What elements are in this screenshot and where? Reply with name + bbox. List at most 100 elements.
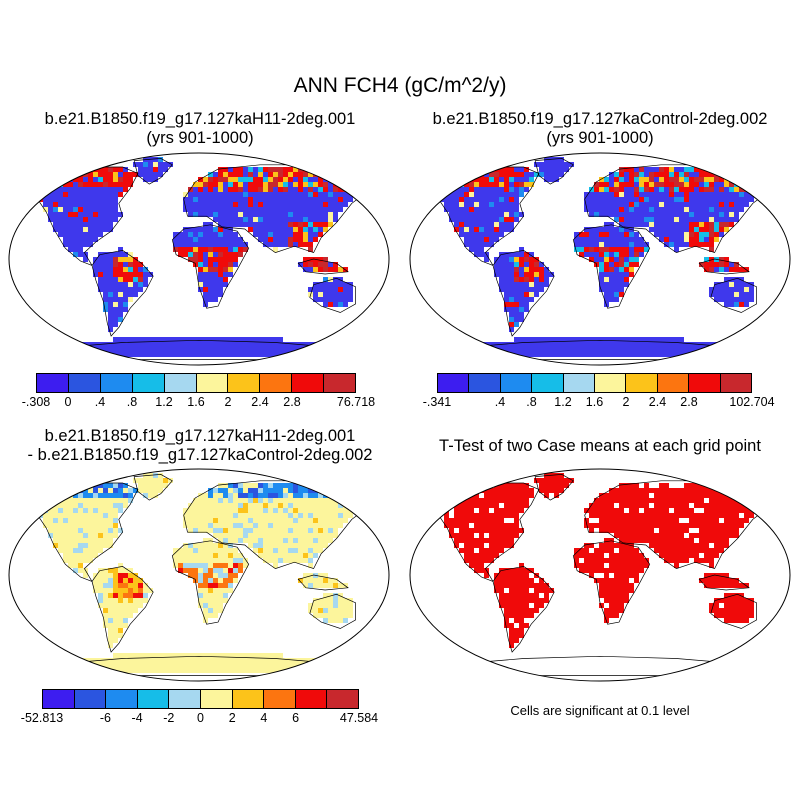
grid-cell — [113, 498, 118, 503]
grid-cell — [253, 192, 258, 197]
grid-cell — [614, 608, 619, 613]
grid-cell — [198, 548, 203, 553]
grid-cell — [213, 573, 218, 578]
grid-cell — [464, 222, 469, 227]
grid-cell — [258, 172, 263, 177]
grid-cell — [338, 342, 343, 347]
grid-cell — [524, 342, 529, 347]
grid-cell — [464, 217, 469, 222]
grid-cell — [619, 227, 624, 232]
grid-cell — [679, 548, 684, 553]
grid-cell — [93, 488, 98, 493]
grid-cell — [253, 172, 258, 177]
grid-cell — [83, 533, 88, 538]
grid-cell — [479, 553, 484, 558]
grid-cell — [258, 237, 263, 242]
grid-cell — [684, 543, 689, 548]
grid-cell — [238, 483, 243, 488]
grid-cell — [103, 603, 108, 608]
grid-cell — [48, 177, 53, 182]
grid-cell — [464, 558, 469, 563]
grid-cell — [203, 342, 208, 347]
grid-cell — [664, 177, 669, 182]
grid-cell — [509, 503, 514, 508]
grid-cell — [499, 282, 504, 287]
grid-cell — [218, 503, 223, 508]
grid-cell — [203, 548, 208, 553]
grid-cell — [288, 503, 293, 508]
grid-cell — [614, 217, 619, 222]
grid-cell — [98, 523, 103, 528]
grid-cell — [108, 267, 113, 272]
grid-cell — [589, 513, 594, 518]
grid-cell — [754, 498, 759, 503]
grid-cell — [534, 272, 539, 277]
grid-cell — [323, 583, 328, 588]
grid-cell — [729, 608, 734, 613]
grid-cell — [664, 212, 669, 217]
grid-cell — [108, 658, 113, 663]
grid-cell — [348, 613, 353, 618]
grid-cell — [534, 588, 539, 593]
grid-cell — [58, 493, 63, 498]
grid-cell — [634, 342, 639, 347]
grid-cell — [213, 272, 218, 277]
grid-cell — [263, 513, 268, 518]
grid-cell — [283, 342, 288, 347]
grid-cell — [73, 242, 78, 247]
grid-cell — [674, 498, 679, 503]
grid-cell — [233, 568, 238, 573]
grid-cell — [524, 252, 529, 257]
grid-cell — [198, 553, 203, 558]
grid-cell — [248, 227, 253, 232]
grid-cell — [634, 488, 639, 493]
grid-cell — [223, 187, 228, 192]
grid-cell — [58, 177, 63, 182]
grid-cell — [343, 603, 348, 608]
grid-cell — [524, 277, 529, 282]
grid-cell — [198, 282, 203, 287]
grid-cell — [529, 287, 534, 292]
grid-cell — [574, 352, 579, 357]
grid-cell — [123, 182, 128, 187]
grid-cell — [318, 282, 323, 287]
grid-cell — [509, 202, 514, 207]
grid-cell — [724, 282, 729, 287]
grid-cell — [208, 503, 213, 508]
grid-cell — [288, 197, 293, 202]
grid-cell — [258, 212, 263, 217]
grid-cell — [48, 172, 53, 177]
grid-cell — [123, 663, 128, 668]
grid-cell — [454, 533, 459, 538]
grid-cell — [243, 342, 248, 347]
grid-cell — [699, 558, 704, 563]
colorbar-swatch — [200, 690, 233, 708]
grid-cell — [584, 237, 589, 242]
grid-cell — [108, 187, 113, 192]
grid-cell — [599, 558, 604, 563]
grid-cell — [238, 568, 243, 573]
grid-cell — [238, 212, 243, 217]
grid-cell — [674, 528, 679, 533]
grid-cell — [268, 513, 273, 518]
grid-cell — [108, 172, 113, 177]
grid-cell — [103, 598, 108, 603]
grid-cell — [514, 207, 519, 212]
grid-cell — [158, 488, 163, 493]
grid-cell — [133, 608, 138, 613]
grid-cell — [323, 277, 328, 282]
grid-cell — [684, 167, 689, 172]
grid-cell — [283, 182, 288, 187]
grid-cell — [489, 207, 494, 212]
grid-cell — [499, 182, 504, 187]
grid-cell — [168, 347, 173, 352]
grid-cell — [123, 272, 128, 277]
grid-cell — [679, 342, 684, 347]
grid-cell — [133, 598, 138, 603]
grid-cell — [108, 598, 113, 603]
grid-cell — [73, 197, 78, 202]
grid-cell — [724, 613, 729, 618]
grid-cell — [529, 568, 534, 573]
grid-cell — [248, 658, 253, 663]
grid-cell — [744, 292, 749, 297]
